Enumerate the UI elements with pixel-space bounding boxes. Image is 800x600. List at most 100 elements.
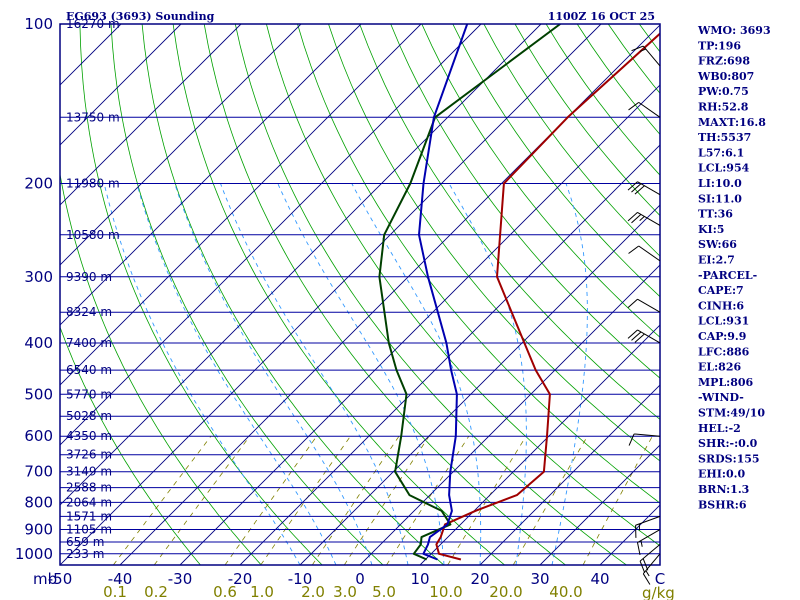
height-label: 3726 m [66,448,112,462]
index-value: EI:2.7 [698,254,735,267]
stability-indices-panel: WMO: 3693 TP:196 FRZ:698 WB0:807 PW:0.75 RH:5… [697,24,771,511]
pressure-tick-label: 900 [24,521,53,539]
dry-adiabat-line [204,24,565,565]
pressure-tick-label: 700 [24,463,53,481]
index-value: TP:196 [698,39,741,52]
height-label: 4350 m [66,429,112,443]
height-label: 5770 m [66,387,112,401]
index-value: FRZ:698 [698,55,750,68]
moist-adiabat-line [137,184,336,566]
mixing-ratio-tick-label: 0.6 [213,583,237,600]
mixing-ratio-lines [113,436,652,565]
mixing-ratio-tick-label: 0.1 [103,583,127,600]
mixing-ratio-line [312,436,399,565]
index-value: -PARCEL- [698,269,757,282]
mixing-ratio-tick-label: 1.0 [250,583,274,600]
index-value: WB0:807 [697,70,754,83]
index-value: CINH:6 [698,299,744,312]
wind-barb [628,212,660,225]
pressure-tick-label: 300 [24,268,53,286]
height-label: 9390 m [66,270,112,284]
height-label: 13750 m [66,110,120,124]
moist-adiabat-line [221,184,409,566]
height-label: 11980 m [66,177,120,191]
pressure-tick-label: 200 [24,175,53,193]
mixing-ratio-tick-label: 10.0 [429,583,462,600]
isotherm-line [0,24,241,565]
pressure-tick-label: 1000 [15,545,53,563]
dry-adiabat-line [298,24,749,565]
height-label: 10580 m [66,228,120,242]
pressure-tick-label: 400 [24,334,53,352]
moist-adiabat-line [104,184,300,566]
wind-barbs [628,46,660,584]
dry-adiabat-line [764,24,800,565]
height-labels: 16270 m 13750 m 11980 m 10580 m 9390 m 8324 m… [66,17,120,561]
index-value: RH:52.8 [698,101,749,114]
index-value: SHR:-:0.0 [698,437,758,450]
wind-barb [629,246,660,261]
mixing-ratio-tick-label: 20.0 [489,583,522,600]
index-value: BSHR:6 [698,498,747,511]
dry-adiabat-line [111,24,383,565]
temperature-tick-labels: -50 -40 -30 -20 -10 0 10 20 30 40 [48,570,610,588]
temperature-tick-label: 20 [470,570,489,588]
mixing-ratio-unit-label: g/kg [642,584,675,600]
index-value: BRN:1.3 [698,483,749,496]
pressure-tick-label: 500 [24,385,53,403]
wind-barb [640,544,660,572]
index-value: LI:10.0 [698,177,742,190]
height-label: 1571 m [66,509,112,523]
pressure-tick-labels: 1002003004005006007008009001000 [15,15,53,563]
wetbulb-profile-line [419,24,467,560]
mixing-ratio-tick-label: 2.0 [301,583,325,600]
dry-adiabats [16,24,800,565]
pressure-tick-label: 600 [24,427,53,445]
mixing-ratio-tick-label: 0.2 [144,583,168,600]
mixing-ratio-line [513,436,587,565]
mixing-ratio-line [261,436,351,565]
height-label: 2588 m [66,481,112,495]
isotherm-line [0,24,61,565]
mixing-ratio-tick-label: 3.0 [333,583,357,600]
dry-adiabat-line [577,24,800,565]
temperature-tick-label: 10 [410,570,429,588]
index-value: TT:36 [698,208,733,221]
index-value: LFC:886 [698,345,750,358]
index-value: EL:826 [698,361,741,374]
wind-barb [629,102,660,117]
dry-adiabat-line [142,24,444,565]
height-label: 6540 m [66,363,112,377]
index-value: HEL:-2 [698,422,741,435]
mixing-ratio-line [448,436,526,565]
index-value: TH:5537 [698,131,751,144]
mixing-ratio-line [344,436,429,565]
temperature-tick-label: 30 [530,570,549,588]
height-label: 2064 m [66,495,112,509]
pressure-unit-label: mb [33,570,57,588]
moist-adiabat-line [278,184,444,566]
temperature-tick-label: 40 [590,570,609,588]
station-title: EG693 (3693) Sounding [66,10,215,23]
mixing-ratio-line [225,436,317,565]
index-value: CAP:9.9 [698,330,746,343]
dewpoint-profile-line [379,24,560,560]
index-value: LCL:954 [698,162,750,175]
mixing-ratio-line [154,436,250,565]
index-value: -WIND- [698,391,744,404]
index-value: CAPE:7 [698,284,744,297]
index-value: L57:6.1 [698,146,744,159]
height-label: 3149 m [66,465,112,479]
temperature-tick-label: -30 [168,570,193,588]
pressure-tick-label: 100 [24,15,53,33]
moist-adiabat-line [552,184,587,566]
index-value: SI:11.0 [698,192,742,205]
index-value: STM:49/10 [698,407,765,420]
height-label: 7400 m [66,336,112,350]
height-label: 5028 m [66,409,112,423]
dry-adiabat-line [795,24,800,565]
mixing-ratio-line [113,436,211,565]
index-value: SRDS:155 [698,452,760,465]
index-value: KI:5 [698,223,724,236]
